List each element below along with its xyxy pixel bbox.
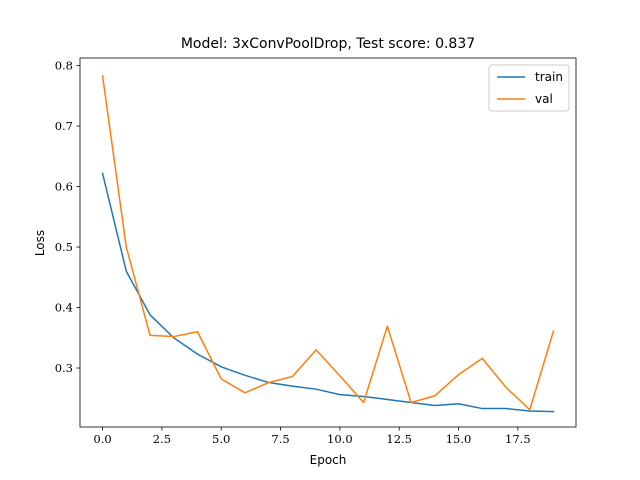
y-tick-label: 0.5 (55, 240, 73, 254)
x-axis: 0.0 2.5 5.0 7.5 10.0 12.5 15.0 17.5 (93, 427, 531, 446)
series-line-val (101, 75, 555, 411)
legend: train val (488, 64, 570, 112)
y-tick-label: 0.6 (55, 180, 73, 194)
y-tick-label: 0.3 (55, 361, 73, 375)
x-tick-label: 0.0 (93, 432, 111, 446)
y-tick-label: 0.8 (55, 59, 73, 73)
y-axis-label: Loss (33, 230, 47, 256)
x-tick-label: 12.5 (386, 432, 412, 446)
y-tick-label: 0.4 (55, 301, 73, 315)
x-tick-label: 5.0 (212, 432, 230, 446)
x-axis-label: Epoch (310, 453, 347, 467)
plot-frame (79, 57, 577, 428)
x-tick-label: 17.5 (505, 432, 531, 446)
series-line-train (101, 172, 555, 413)
x-tick-label: 7.5 (271, 432, 289, 446)
x-tick-label: 10.0 (327, 432, 353, 446)
legend-label-train: train (535, 70, 563, 84)
chart-title: Model: 3xConvPoolDrop, Test score: 0.837 (181, 36, 475, 52)
legend-label-val: val (535, 92, 553, 106)
y-axis: 0.3 0.4 0.5 0.6 0.7 0.8 (55, 59, 80, 375)
x-tick-label: 15.0 (446, 432, 472, 446)
plot-area (79, 57, 577, 428)
y-tick-label: 0.7 (55, 119, 73, 133)
x-tick-label: 2.5 (153, 432, 171, 446)
